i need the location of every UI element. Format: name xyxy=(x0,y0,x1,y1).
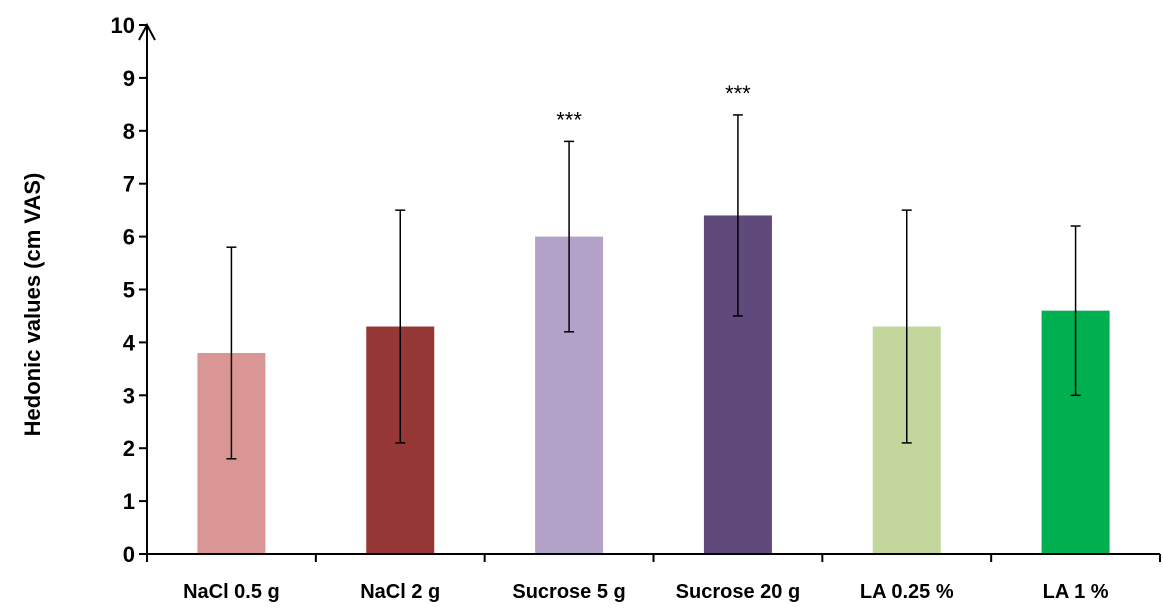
x-tick-label: NaCl 0.5 g xyxy=(183,581,280,603)
y-tick-label: 2 xyxy=(123,436,135,461)
x-tick-label: LA 0.25 % xyxy=(860,581,954,603)
chart-labels: Hedonic values (cm VAS) 0 1 2 3 4 5 6 7 8 9 10 NaCl… xyxy=(20,13,1109,603)
y-tick-label: 0 xyxy=(123,542,135,567)
y-tick-label: 5 xyxy=(123,278,135,303)
y-tick-label: 7 xyxy=(123,172,135,197)
chart-marks xyxy=(197,114,1110,554)
y-axis-title: Hedonic values (cm VAS) xyxy=(20,173,45,437)
y-tick-label: 10 xyxy=(111,13,135,38)
y-tick-label: 3 xyxy=(123,383,135,408)
significance-annotation: *** xyxy=(556,107,582,132)
chart-axes xyxy=(138,22,1161,562)
y-tick-label: 6 xyxy=(123,225,135,250)
y-tick-label: 8 xyxy=(123,119,135,144)
x-tick-label: Sucrose 5 g xyxy=(512,581,625,603)
y-tick-label: 9 xyxy=(123,66,135,91)
x-tick-label: NaCl 2 g xyxy=(360,581,440,603)
y-tick-label: 1 xyxy=(123,489,135,514)
x-tick-label: Sucrose 20 g xyxy=(676,581,801,603)
y-tick-label: 4 xyxy=(123,330,136,355)
significance-annotation: *** xyxy=(725,81,751,106)
x-tick-label: LA 1 % xyxy=(1043,581,1109,603)
